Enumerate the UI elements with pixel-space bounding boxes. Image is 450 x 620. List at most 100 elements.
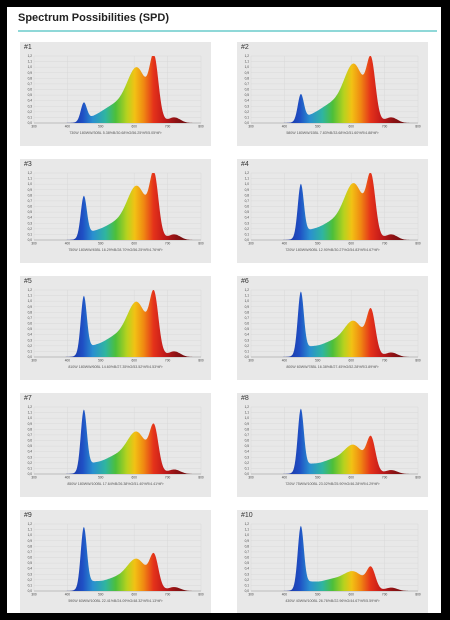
y-tick-label: 0,2: [28, 461, 33, 465]
y-tick-label: 0,3: [245, 104, 250, 108]
y-tick-label: 1,1: [245, 177, 250, 181]
y-tick-label: 0,2: [245, 461, 250, 465]
x-tick-label: 800: [415, 359, 421, 363]
y-tick-label: 0,7: [28, 433, 33, 437]
x-tick-label: 400: [65, 593, 71, 597]
y-tick-label: 0,8: [28, 193, 33, 197]
spectrum-panel: #7 0,0 0,1 0,2 0,3 0,4 0,5 0,6 0,7 0,8 0,9 1,0 1,1 1,…: [20, 393, 211, 497]
x-tick-label: 600: [132, 476, 138, 480]
x-tick-label: 300: [248, 593, 254, 597]
y-tick-label: 0,1: [245, 466, 250, 470]
y-tick-label: 0,6: [245, 439, 250, 443]
y-tick-label: 0,7: [28, 82, 33, 86]
x-tick-label: 700: [165, 359, 171, 363]
y-tick-label: 0,3: [245, 455, 250, 459]
y-tick-label: 1,2: [28, 54, 33, 58]
y-tick-label: 0,1: [28, 466, 33, 470]
y-tick-label: 0,8: [28, 310, 33, 314]
y-tick-label: 0,9: [28, 71, 33, 75]
y-tick-label: 0,3: [245, 221, 250, 225]
x-tick-label: 800: [198, 242, 204, 246]
x-tick-label: 400: [282, 593, 288, 597]
y-tick-label: 0,8: [245, 427, 250, 431]
y-tick-label: 0,7: [28, 550, 33, 554]
x-tick-label: 600: [349, 242, 355, 246]
x-tick-label: 700: [382, 359, 388, 363]
x-tick-label: 500: [98, 476, 104, 480]
page-title: Spectrum Possibilities (SPD): [18, 12, 169, 24]
y-tick-label: 0,5: [28, 561, 33, 565]
y-tick-label: 0,3: [28, 221, 33, 225]
y-tick-label: 0,1: [245, 349, 250, 353]
y-tick-label: 0,4: [245, 216, 250, 220]
x-tick-label: 500: [315, 359, 321, 363]
y-tick-label: 0,3: [245, 338, 250, 342]
y-tick-label: 0,0: [28, 121, 33, 125]
x-tick-label: 300: [248, 125, 254, 129]
y-tick-label: 0,0: [245, 472, 250, 476]
spectrum-caption: 430W 40WW/100BL 26.76%B/22.96%G/44.67%R/…: [285, 599, 380, 603]
x-tick-label: 500: [98, 242, 104, 246]
spd-chart: 0,0 0,10,2 0,30,4 0,50,6 0,7 0,80,9 1,01,1 1,2 3…: [28, 171, 204, 252]
x-tick-label: 400: [282, 125, 288, 129]
y-tick-label: 1,1: [28, 294, 33, 298]
y-tick-label: 0,4: [28, 333, 33, 337]
x-tick-label: 600: [349, 476, 355, 480]
x-tick-label: 800: [198, 476, 204, 480]
y-tick-label: 0,8: [245, 310, 250, 314]
y-tick-label: 0,4: [28, 567, 33, 571]
y-tick-label: 1,0: [28, 299, 33, 303]
y-tick-label: 1,1: [245, 528, 250, 532]
y-tick-label: 1,2: [245, 405, 250, 409]
x-tick-label: 600: [132, 593, 138, 597]
y-tick-label: 0,2: [28, 344, 33, 348]
spd-chart: 0,0 0,10,2 0,30,4 0,50,6 0,7 0,80,9 1,01,1 1,2 3…: [245, 522, 421, 603]
y-tick-label: 1,1: [245, 411, 250, 415]
y-tick-label: 0,4: [28, 216, 33, 220]
x-tick-label: 300: [31, 476, 37, 480]
spectrum-caption: 800W 60WW/78BL 16.38%B/27.45%G/52.28%R/3…: [286, 365, 379, 369]
spd-chart: 0,0 0,10,2 0,30,4 0,50,6 0,7 0,80,9 1,01,1 1,2 3…: [245, 288, 421, 369]
spd-chart: 0,0 0,10,2 0,30,4 0,50,6 0,7 0,80,9 1,01,1 1,2 3…: [28, 54, 204, 135]
y-tick-label: 0,0: [245, 589, 250, 593]
x-tick-label: 800: [415, 476, 421, 480]
x-tick-label: 700: [382, 476, 388, 480]
y-tick-label: 0,7: [245, 316, 250, 320]
x-tick-label: 600: [132, 242, 138, 246]
y-tick-label: 0,1: [245, 232, 250, 236]
y-tick-label: 1,2: [28, 405, 33, 409]
y-tick-label: 0,7: [28, 316, 33, 320]
x-tick-label: 800: [415, 593, 421, 597]
y-tick-label: 1,0: [28, 416, 33, 420]
x-tick-label: 500: [98, 359, 104, 363]
spectrum-caption: 730W 180WW/30BL 5.38%B/30.68%G/56.25%R/5…: [69, 131, 162, 135]
y-tick-label: 0,5: [28, 210, 33, 214]
y-tick-label: 0,9: [28, 422, 33, 426]
y-tick-label: 1,0: [245, 182, 250, 186]
y-tick-label: 0,9: [28, 305, 33, 309]
y-tick-label: 1,2: [245, 171, 250, 175]
y-tick-label: 0,4: [28, 99, 33, 103]
panel-number: #8: [241, 395, 249, 402]
y-tick-label: 1,2: [28, 288, 33, 292]
spectrum-curve: [65, 56, 198, 123]
x-tick-label: 500: [315, 242, 321, 246]
x-tick-label: 300: [31, 359, 37, 363]
y-tick-label: 0,7: [245, 199, 250, 203]
y-tick-label: 1,1: [245, 294, 250, 298]
y-tick-label: 0,3: [245, 572, 250, 576]
y-tick-label: 0,4: [245, 333, 250, 337]
y-tick-label: 0,8: [28, 427, 33, 431]
x-tick-label: 300: [248, 476, 254, 480]
panel-number: #1: [24, 44, 32, 51]
y-tick-label: 1,0: [28, 182, 33, 186]
y-tick-label: 0,9: [28, 188, 33, 192]
spd-chart: 0,0 0,10,2 0,30,4 0,50,6 0,7 0,80,9 1,01,1 1,2 3…: [28, 288, 204, 369]
y-tick-label: 0,6: [28, 88, 33, 92]
y-tick-label: 1,1: [28, 177, 33, 181]
x-tick-label: 800: [415, 242, 421, 246]
y-tick-label: 0,1: [28, 232, 33, 236]
y-tick-label: 0,5: [28, 93, 33, 97]
spectrum-curve: [65, 173, 198, 240]
spectrum-curve: [65, 526, 198, 591]
